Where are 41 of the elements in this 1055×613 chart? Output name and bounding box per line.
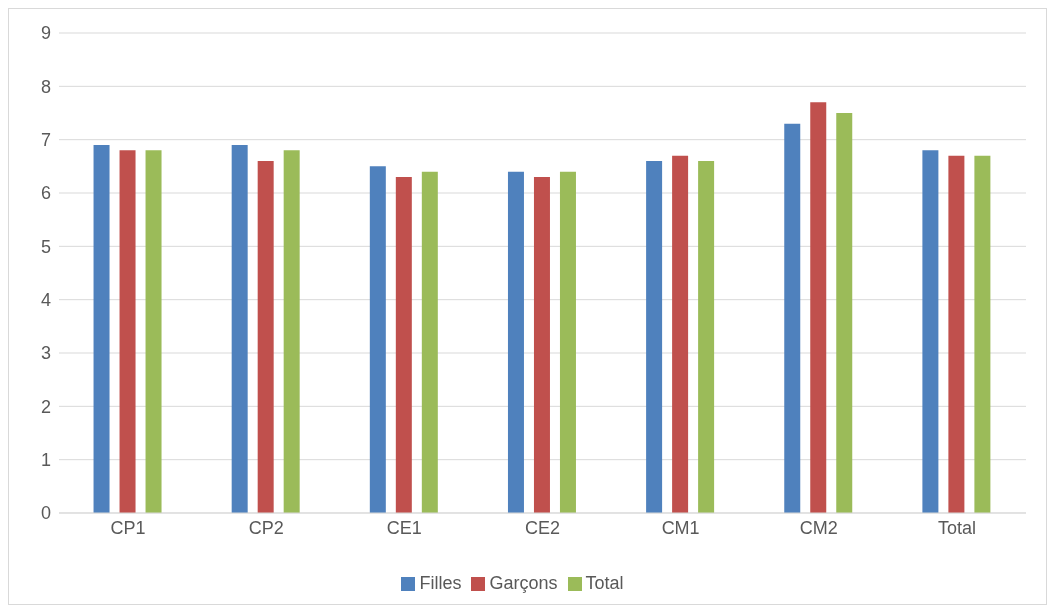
bar — [646, 161, 663, 513]
y-tick-label: 4 — [40, 290, 51, 311]
y-tick-label: 1 — [40, 450, 51, 471]
legend-label: Garçons — [489, 573, 558, 593]
x-tick-label: CE1 — [386, 517, 422, 538]
bar — [836, 113, 853, 513]
bar — [257, 161, 274, 513]
bar — [974, 155, 991, 513]
y-tick-label: 8 — [40, 76, 51, 97]
bar — [948, 155, 965, 513]
y-tick-label: 7 — [40, 130, 51, 151]
x-tick-label: Total — [937, 517, 976, 538]
y-tick-label: 0 — [40, 503, 51, 524]
y-tick-label: 9 — [40, 23, 51, 44]
bar — [421, 171, 438, 513]
bar — [810, 102, 827, 513]
x-tick-label: CE2 — [524, 517, 561, 538]
bar — [231, 145, 248, 513]
bar — [145, 150, 162, 513]
legend-label: Filles — [419, 573, 462, 593]
bar — [922, 150, 939, 513]
bar — [395, 177, 412, 513]
bar — [119, 150, 136, 513]
x-tick-label: CP1 — [110, 517, 146, 538]
bar — [283, 150, 300, 513]
x-tick-label: CM2 — [799, 517, 838, 538]
y-tick-label: 6 — [40, 183, 51, 204]
bar — [672, 155, 689, 513]
bar — [698, 161, 715, 513]
bar — [784, 123, 801, 513]
y-tick-label: 2 — [40, 396, 51, 417]
y-tick-label: 5 — [40, 236, 51, 257]
bar — [507, 171, 524, 513]
bar — [559, 171, 576, 513]
y-tick-label: 3 — [40, 343, 51, 364]
x-tick-label: CP2 — [248, 517, 284, 538]
bar — [533, 177, 550, 513]
bar — [369, 166, 386, 513]
legend-label: Total — [585, 573, 624, 593]
x-tick-label: CM1 — [661, 517, 700, 538]
bar — [93, 145, 110, 513]
